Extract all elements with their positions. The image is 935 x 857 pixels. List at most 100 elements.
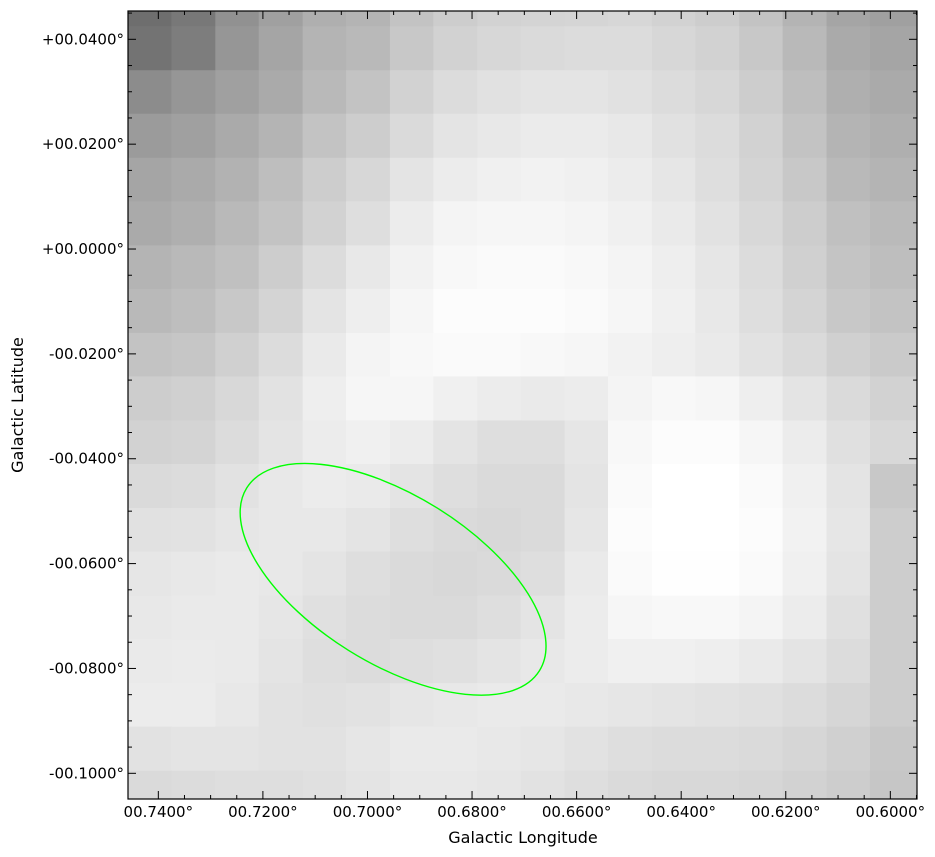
heatmap-cell: [520, 595, 566, 640]
heatmap-cell: [695, 70, 740, 115]
x-tick-label: 00.6200°: [751, 803, 821, 821]
heatmap-cell: [826, 157, 871, 202]
heatmap-cell: [346, 26, 391, 71]
heatmap-cell: [520, 113, 566, 159]
heatmap-cell: [564, 157, 609, 202]
heatmap-cell: [520, 639, 566, 684]
heatmap-cell: [346, 508, 391, 553]
heatmap-cell: [869, 201, 915, 246]
heatmap-cell: [869, 26, 915, 71]
heatmap-cell: [171, 245, 216, 290]
heatmap-cell: [739, 683, 784, 728]
heatmap-cell: [128, 70, 172, 115]
heatmap-cell: [869, 595, 915, 640]
heatmap-cell: [869, 288, 915, 334]
heatmap-cell: [520, 463, 566, 509]
heatmap-cell: [739, 201, 784, 246]
heatmap-cell: [346, 683, 391, 728]
heatmap-cell: [520, 726, 566, 772]
heatmap-cell: [302, 463, 347, 509]
heatmap-cell: [433, 420, 478, 465]
heatmap-cell: [782, 376, 828, 422]
heatmap-cell: [913, 508, 917, 553]
heatmap-cell: [346, 201, 391, 246]
heatmap-cell: [826, 26, 871, 71]
heatmap-cell: [258, 595, 304, 640]
heatmap-cell: [128, 245, 172, 290]
heatmap-cell: [695, 508, 740, 553]
heatmap-cell: [869, 463, 915, 509]
heatmap-cell: [782, 683, 828, 728]
heatmap-cell: [346, 551, 391, 597]
heatmap-cell: [520, 376, 566, 422]
heatmap-cell: [739, 245, 784, 290]
heatmap-cell: [520, 332, 566, 378]
heatmap-cell: [258, 420, 304, 465]
heatmap-cell: [215, 157, 260, 202]
heatmap-cell: [258, 201, 304, 246]
heatmap-cell: [782, 288, 828, 334]
heatmap-cell: [913, 463, 917, 509]
heatmap-cell: [607, 639, 653, 684]
heatmap-cell: [826, 11, 871, 27]
heatmap-cell: [302, 595, 347, 640]
heatmap-cell: [826, 376, 871, 422]
heatmap-cell: [215, 113, 260, 159]
heatmap-cell: [302, 201, 347, 246]
region-ellipse: [239, 462, 547, 696]
heatmap-cell: [433, 11, 478, 27]
heatmap-cell: [171, 463, 216, 509]
heatmap-cell: [433, 70, 478, 115]
heatmap-cell: [302, 639, 347, 684]
heatmap-cell: [520, 770, 566, 799]
heatmap-cell: [739, 11, 784, 27]
heatmap-cell: [302, 288, 347, 334]
heatmap-cell: [346, 113, 391, 159]
heatmap-cell: [171, 551, 216, 597]
heatmap-cell: [258, 376, 304, 422]
heatmap-cell: [564, 420, 609, 465]
heatmap-cell: [433, 639, 478, 684]
heatmap-cell: [477, 595, 522, 640]
heatmap-cell: [520, 70, 566, 115]
heatmap-cell: [651, 26, 696, 71]
heatmap-cell: [782, 770, 828, 799]
heatmap-cell: [564, 376, 609, 422]
heatmap-cell: [128, 770, 172, 799]
heatmap-cell: [739, 113, 784, 159]
region-overlay: [239, 462, 547, 696]
heatmap-cell: [171, 726, 216, 772]
heatmap-cell: [869, 376, 915, 422]
heatmap-cell: [739, 463, 784, 509]
heatmap-cell: [477, 157, 522, 202]
heatmap-cell: [607, 683, 653, 728]
heatmap-cell: [651, 726, 696, 772]
heatmap-cell: [128, 201, 172, 246]
heatmap-cell: [564, 463, 609, 509]
heatmap-cell: [128, 11, 172, 27]
heatmap-cell: [913, 420, 917, 465]
heatmap-cell: [389, 551, 434, 597]
heatmap-cell: [171, 770, 216, 799]
heatmap-cell: [695, 770, 740, 799]
heatmap-cell: [651, 595, 696, 640]
heatmap-cell: [739, 726, 784, 772]
heatmap-cell: [520, 288, 566, 334]
heatmap-cell: [433, 595, 478, 640]
heatmap-cell: [869, 113, 915, 159]
heatmap-cell: [215, 726, 260, 772]
heatmap-cell: [695, 288, 740, 334]
heatmap-cell: [651, 332, 696, 378]
heatmap-cell: [782, 508, 828, 553]
heatmap-cell: [607, 332, 653, 378]
heatmap-cell: [302, 113, 347, 159]
heatmap-cell: [302, 157, 347, 202]
heatmap-cell: [826, 595, 871, 640]
heatmap-cell: [869, 683, 915, 728]
heatmap-cell: [389, 201, 434, 246]
heatmap-cell: [128, 157, 172, 202]
heatmap-cell: [695, 11, 740, 27]
heatmap-cell: [607, 201, 653, 246]
heatmap-cell: [651, 157, 696, 202]
heatmap-cell: [520, 201, 566, 246]
